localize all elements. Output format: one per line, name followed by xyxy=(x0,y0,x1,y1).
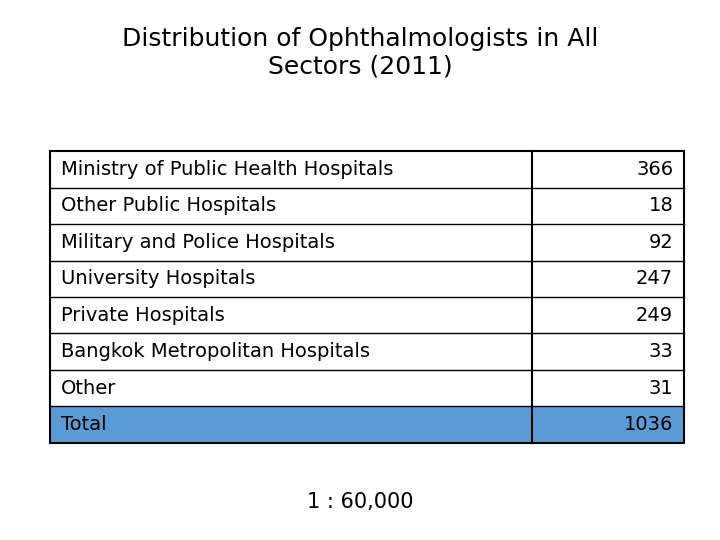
Text: Ministry of Public Health Hospitals: Ministry of Public Health Hospitals xyxy=(61,160,394,179)
Bar xyxy=(50,370,684,407)
Text: 18: 18 xyxy=(649,197,673,215)
Text: Private Hospitals: Private Hospitals xyxy=(61,306,225,325)
Bar xyxy=(50,334,684,370)
Text: Total: Total xyxy=(61,415,107,434)
Bar xyxy=(50,151,684,443)
Text: Distribution of Ophthalmologists in All
Sectors (2011): Distribution of Ophthalmologists in All … xyxy=(122,27,598,79)
Bar xyxy=(50,261,684,297)
Text: Military and Police Hospitals: Military and Police Hospitals xyxy=(61,233,335,252)
Text: 247: 247 xyxy=(636,269,673,288)
Text: 92: 92 xyxy=(649,233,673,252)
Text: 366: 366 xyxy=(636,160,673,179)
Text: University Hospitals: University Hospitals xyxy=(61,269,256,288)
Text: 1 : 60,000: 1 : 60,000 xyxy=(307,492,413,512)
Text: Other: Other xyxy=(61,379,117,397)
Text: 31: 31 xyxy=(649,379,673,397)
Bar xyxy=(50,188,684,224)
Text: 249: 249 xyxy=(636,306,673,325)
Text: Other Public Hospitals: Other Public Hospitals xyxy=(61,197,276,215)
Text: 1036: 1036 xyxy=(624,415,673,434)
Bar xyxy=(50,224,684,261)
Text: Bangkok Metropolitan Hospitals: Bangkok Metropolitan Hospitals xyxy=(61,342,370,361)
Bar xyxy=(50,151,684,188)
Bar xyxy=(50,297,684,333)
Text: 33: 33 xyxy=(649,342,673,361)
Bar xyxy=(50,407,684,443)
